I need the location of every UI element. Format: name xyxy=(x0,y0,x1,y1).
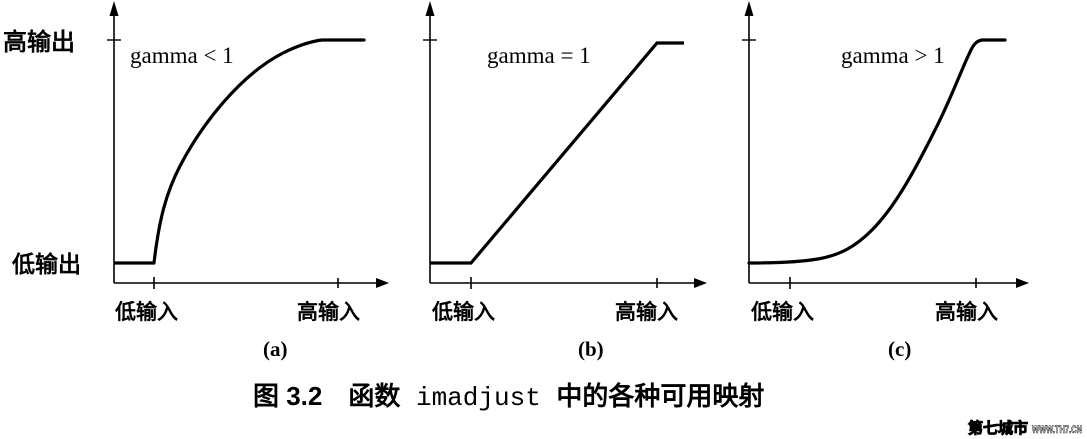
svg-text:高输出: 高输出 xyxy=(3,28,75,56)
svg-text:第七城市: 第七城市 xyxy=(968,419,1028,437)
svg-text:(b): (b) xyxy=(578,337,604,361)
svg-text:低输出: 低输出 xyxy=(11,251,81,277)
svg-text:gamma = 1: gamma = 1 xyxy=(487,43,591,68)
svg-text:(a): (a) xyxy=(263,337,288,361)
svg-text:低输入: 低输入 xyxy=(750,300,814,324)
svg-text:图 3.2 函数 imadjust 中的各种可用映射: 图 3.2 函数 imadjust 中的各种可用映射 xyxy=(253,381,764,413)
svg-text:gamma < 1: gamma < 1 xyxy=(130,43,234,68)
svg-text:低输入: 低输入 xyxy=(431,300,495,324)
svg-text:高输入: 高输入 xyxy=(297,300,360,324)
svg-text:高输入: 高输入 xyxy=(615,300,678,324)
svg-text:(c): (c) xyxy=(888,337,911,361)
svg-text:低输入: 低输入 xyxy=(114,300,178,324)
svg-text:gamma > 1: gamma > 1 xyxy=(841,43,945,68)
svg-text:高输入: 高输入 xyxy=(935,300,998,324)
svg-text:WWW.TH7.CN: WWW.TH7.CN xyxy=(1032,424,1082,436)
